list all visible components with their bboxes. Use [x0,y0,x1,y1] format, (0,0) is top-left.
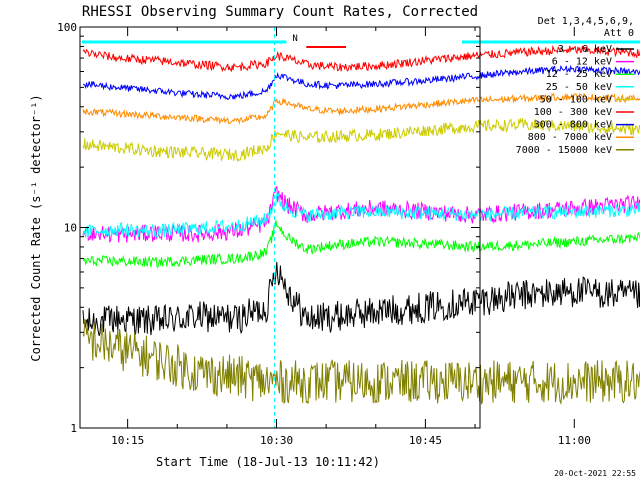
series-line-5 [82,117,640,163]
legend-label-6: 100 - 300 keV [534,107,612,118]
y-tick-label-1: 1 [70,422,77,435]
series-line-4 [82,192,640,239]
x-tick-label-1045: 10:45 [409,434,442,447]
x-tick-label-1100: 11:00 [558,434,591,447]
series-line-1 [82,261,640,336]
legend-label-5: 50 - 100 keV [540,94,612,105]
y-tick-label-100: 100 [57,21,77,34]
axes [79,26,575,429]
x-tick-label-1030: 10:30 [260,434,293,447]
legend-label-3: 12 - 25 keV [546,69,612,80]
y-axis-label: Corrected Count Rate (s⁻¹ detector⁻¹) [29,94,43,361]
footer-date: 20-Oct-2021 22:55 [554,469,636,478]
markers-layer: N [82,27,640,428]
series-line-6 [82,44,640,73]
series-line-7 [82,64,640,101]
series-line-3 [82,220,640,268]
legend-header-line-2: Att 0 [604,28,634,39]
legend-label-7: 300 - 800 keV [534,120,612,131]
y-tick-label-10: 10 [64,222,77,235]
series-line-9 [82,318,640,406]
legend-label-4: 25 - 50 keV [546,82,612,93]
x-axis-label: Start Time (18-Jul-13 10:11:42) [156,455,380,469]
legend-header-line-1: Det 1,3,4,5,6,9, [538,16,634,27]
series-line-8 [82,92,640,125]
legend-label-9: 7000 - 15000 keV [516,145,612,156]
x-tick-label-1015: 10:15 [111,434,144,447]
series-layer [82,44,640,406]
legend: Det 1,3,4,5,6,9, Att 0 3 - 6 keV 6 - 12 k… [516,16,634,156]
legend-label-1: 3 - 6 keV [558,44,612,55]
tick-labels: 11010010:1510:3010:4511:0011:1511:3011:4… [57,21,591,447]
legend-label-2: 6 - 12 keV [552,57,612,68]
legend-label-8: 800 - 7000 keV [528,132,612,143]
chart-title: RHESSI Observing Summary Count Rates, Co… [82,4,478,20]
night-flag-label: N [292,34,297,44]
